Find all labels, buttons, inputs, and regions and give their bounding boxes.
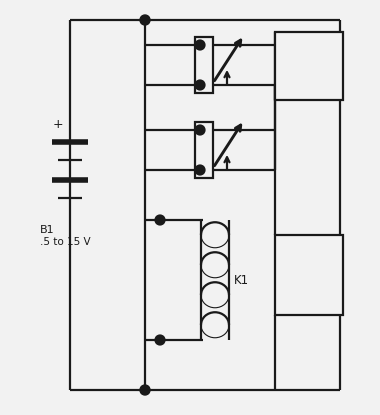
Circle shape [195,81,204,90]
Bar [275,235,343,315]
Circle shape [195,125,204,134]
Text: .5 to 15 V: .5 to 15 V [40,237,90,247]
Bar [195,37,213,93]
Circle shape [195,41,204,49]
Circle shape [140,15,150,25]
Text: +: + [53,119,63,132]
Text: Load 2: Load 2 [285,269,332,281]
Circle shape [140,385,150,395]
Text: Load 1: Load 1 [285,59,332,73]
Circle shape [195,166,204,174]
Bar [195,122,213,178]
Text: K1: K1 [234,273,249,286]
Bar [275,32,343,100]
Circle shape [155,215,165,225]
Text: B1: B1 [40,225,55,235]
Circle shape [155,335,165,344]
